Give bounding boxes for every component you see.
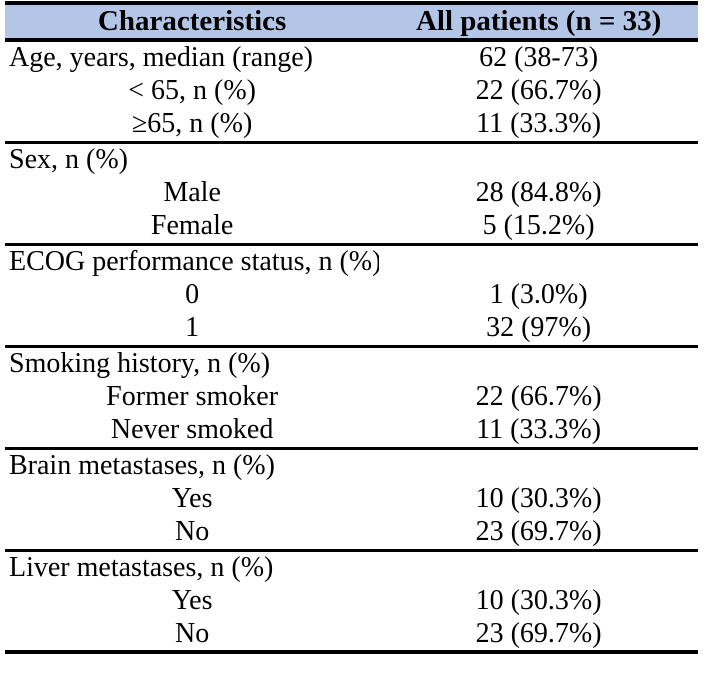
row-value: 32 (97%) <box>486 312 592 344</box>
table-row: No 23 (69.7%) <box>5 618 698 652</box>
row-value: 1 (3.0%) <box>489 279 588 310</box>
table-header: Characteristics All patients (n = 33) <box>5 3 698 42</box>
row-label: Yes <box>171 585 213 616</box>
table-row: 1 32 (97%) <box>5 312 698 346</box>
row-label: ≥65, n (%) <box>131 108 253 140</box>
section-age: Age, years, median (range) 62 (38-73) < 65… <box>5 40 698 142</box>
row-value: 5 (15.2%) <box>482 210 595 242</box>
row-label: Yes <box>171 483 213 514</box>
section-ecog-performance-status: ECOG performance status, n (%) 0 1 (3.0%) 1… <box>5 244 698 346</box>
row-label: Former smoker <box>106 381 279 412</box>
row-label: 0 <box>185 279 200 310</box>
table-row: Male 28 (84.8%) <box>5 176 698 210</box>
row-value: 23 (69.7%) <box>475 516 602 548</box>
table-row: Smoking history, n (%) <box>5 346 698 380</box>
row-label: ECOG performance status, n (%) <box>9 245 380 277</box>
section-smoking-history: Smoking history, n (%) Former smoker 22 (6… <box>5 346 698 448</box>
row-value: 23 (69.7%) <box>475 618 602 649</box>
table-row: Never smoked 11 (33.3%) <box>5 414 698 448</box>
row-value: 11 (33.3%) <box>476 108 602 140</box>
row-label: Liver metastases, n (%) <box>9 551 274 583</box>
section-liver-metastases: Liver metastases, n (%) Yes 10 (30.3%) No 23… <box>5 550 698 652</box>
row-value: 10 (30.3%) <box>475 483 602 514</box>
row-label: Never smoked <box>110 414 274 446</box>
row-value <box>379 244 698 278</box>
row-label: Male <box>163 177 221 208</box>
table-row: Former smoker 22 (66.7%) <box>5 380 698 414</box>
table-row: Female 5 (15.2%) <box>5 210 698 244</box>
table-row: ≥65, n (%) 11 (33.3%) <box>5 108 698 142</box>
row-label: < 65, n (%) <box>128 75 256 106</box>
row-value: 22 (66.7%) <box>475 381 602 412</box>
row-value <box>379 142 698 176</box>
row-label: Smoking history, n (%) <box>9 347 271 379</box>
table-row: Age, years, median (range) 62 (38-73) <box>5 40 698 74</box>
row-value: 11 (33.3%) <box>476 414 602 446</box>
section-sex: Sex, n (%) Male 28 (84.8%) Female 5 (15.2%) <box>5 142 698 244</box>
row-label: Brain metastases, n (%) <box>9 449 275 481</box>
row-value: 22 (66.7%) <box>475 75 602 106</box>
characteristics-table: Characteristics All patients (n = 33) Ag… <box>5 1 698 654</box>
header-row: Characteristics All patients (n = 33) <box>5 3 698 42</box>
row-value <box>379 448 698 482</box>
table-row: ECOG performance status, n (%) <box>5 244 698 278</box>
table-row: Brain metastases, n (%) <box>5 448 698 482</box>
row-label: 1 <box>185 312 200 344</box>
row-label: Age, years, median (range) <box>9 42 313 73</box>
row-value <box>379 550 698 584</box>
table-row: Yes 10 (30.3%) <box>5 482 698 516</box>
row-value: 28 (84.8%) <box>475 177 602 208</box>
row-label: Sex, n (%) <box>9 143 128 175</box>
table-row: < 65, n (%) 22 (66.7%) <box>5 74 698 108</box>
table-row: Yes 10 (30.3%) <box>5 584 698 618</box>
table-row: 0 1 (3.0%) <box>5 278 698 312</box>
row-label: Female <box>150 210 234 242</box>
row-value: 10 (30.3%) <box>475 585 602 616</box>
section-brain-metastases: Brain metastases, n (%) Yes 10 (30.3%) No 23… <box>5 448 698 550</box>
table-row: Liver metastases, n (%) <box>5 550 698 584</box>
row-label: No <box>174 516 210 548</box>
column-header-characteristics: Characteristics <box>5 3 380 42</box>
column-header-all-patients: All patients (n = 33) <box>379 3 698 42</box>
table-row: Sex, n (%) <box>5 142 698 176</box>
table-row: No 23 (69.7%) <box>5 516 698 550</box>
row-value <box>379 346 698 380</box>
patient-characteristics-table-wrap: Characteristics All patients (n = 33) Ag… <box>5 1 698 654</box>
row-value: 62 (38-73) <box>479 42 599 73</box>
row-label: No <box>174 618 210 649</box>
